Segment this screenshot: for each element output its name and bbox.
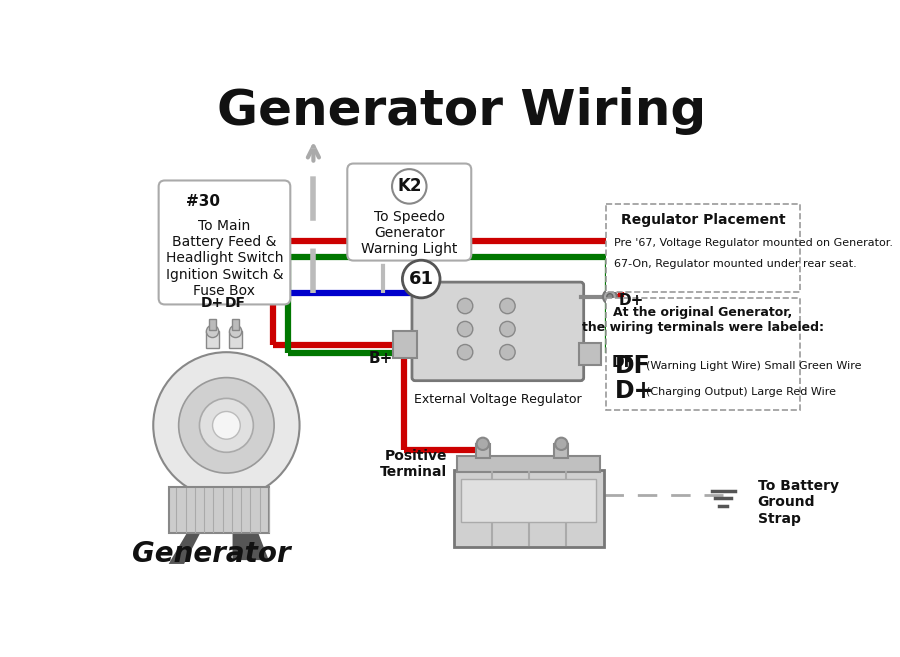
Text: 67-On, Regulator mounted under rear seat.: 67-On, Regulator mounted under rear seat…: [614, 259, 857, 269]
Circle shape: [230, 325, 242, 338]
Text: (Charging Output) Large Red Wire: (Charging Output) Large Red Wire: [646, 387, 836, 397]
Text: DF: DF: [225, 296, 246, 310]
FancyBboxPatch shape: [393, 331, 417, 358]
FancyBboxPatch shape: [347, 164, 472, 261]
Text: Generator: Generator: [131, 540, 291, 568]
FancyBboxPatch shape: [209, 319, 216, 330]
Circle shape: [555, 438, 568, 450]
Text: DF: DF: [611, 355, 634, 370]
Polygon shape: [168, 495, 220, 564]
FancyBboxPatch shape: [454, 470, 604, 547]
Text: To Battery
Ground
Strap: To Battery Ground Strap: [758, 479, 839, 526]
Polygon shape: [232, 495, 269, 560]
FancyBboxPatch shape: [606, 298, 800, 410]
Text: Generator Wiring: Generator Wiring: [217, 87, 706, 135]
FancyBboxPatch shape: [554, 444, 568, 458]
FancyBboxPatch shape: [230, 331, 242, 348]
FancyBboxPatch shape: [476, 444, 490, 458]
Circle shape: [500, 344, 515, 360]
Text: D+: D+: [619, 293, 644, 308]
Text: K2: K2: [397, 177, 421, 195]
FancyBboxPatch shape: [606, 204, 800, 292]
Text: External Voltage Regulator: External Voltage Regulator: [414, 393, 581, 406]
Text: DF: DF: [616, 353, 651, 378]
Text: (Warning Light Wire) Small Green Wire: (Warning Light Wire) Small Green Wire: [646, 361, 861, 371]
Text: D+: D+: [201, 296, 224, 310]
Text: To Main
Battery Feed &
Headlight Switch
Ignition Switch &
Fuse Box: To Main Battery Feed & Headlight Switch …: [166, 219, 284, 298]
Text: B+: B+: [368, 351, 392, 366]
FancyBboxPatch shape: [206, 331, 219, 348]
Text: D+: D+: [616, 379, 654, 403]
FancyBboxPatch shape: [579, 343, 600, 365]
Text: Pre '67, Voltage Regulator mounted on Generator.: Pre '67, Voltage Regulator mounted on Ge…: [614, 238, 893, 248]
FancyBboxPatch shape: [158, 181, 291, 304]
Circle shape: [500, 321, 515, 337]
FancyBboxPatch shape: [461, 479, 596, 522]
Circle shape: [206, 325, 219, 338]
Circle shape: [607, 294, 613, 300]
Circle shape: [457, 298, 472, 313]
Circle shape: [153, 352, 300, 499]
FancyBboxPatch shape: [232, 319, 239, 330]
Circle shape: [500, 298, 515, 313]
Text: Positive
Terminal: Positive Terminal: [381, 449, 447, 479]
Circle shape: [372, 176, 393, 197]
FancyBboxPatch shape: [168, 487, 269, 533]
Circle shape: [477, 438, 489, 450]
Text: Regulator Placement: Regulator Placement: [621, 213, 786, 227]
Circle shape: [457, 321, 472, 337]
FancyBboxPatch shape: [411, 271, 435, 286]
Circle shape: [200, 398, 254, 452]
Text: 61: 61: [409, 270, 434, 288]
Text: To Speedo
Generator
Warning Light: To Speedo Generator Warning Light: [361, 210, 457, 256]
Text: At the original Generator,
the wiring terminals were labeled:: At the original Generator, the wiring te…: [582, 306, 824, 334]
FancyBboxPatch shape: [412, 282, 584, 380]
Circle shape: [212, 411, 240, 439]
Circle shape: [457, 344, 472, 360]
Text: #30: #30: [186, 194, 220, 210]
FancyBboxPatch shape: [457, 456, 599, 472]
Circle shape: [179, 378, 274, 473]
Circle shape: [603, 290, 616, 304]
